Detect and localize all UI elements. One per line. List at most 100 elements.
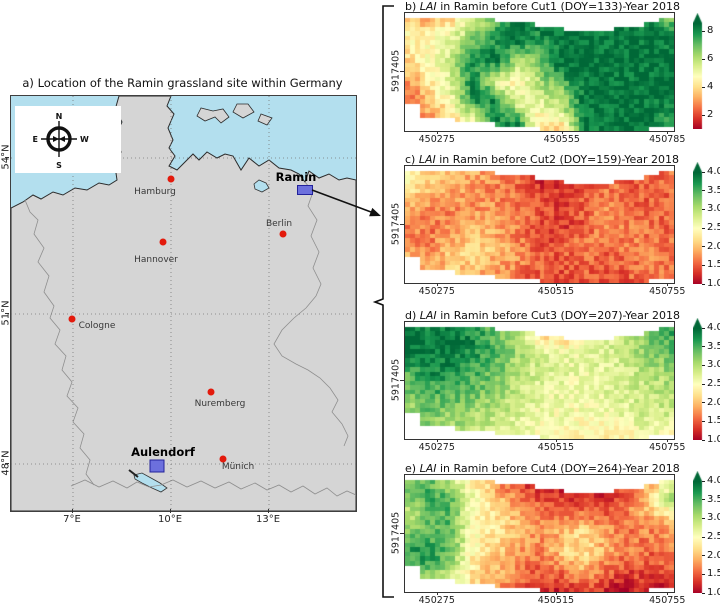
country-borders bbox=[24, 181, 356, 497]
x-tick-mark bbox=[268, 509, 269, 513]
colorbar-tick-mark bbox=[702, 439, 705, 441]
colorbar-tick-label: 3.5 bbox=[707, 184, 720, 196]
colorbar-tick-label: 6 bbox=[707, 53, 714, 65]
heatmap-canvas bbox=[405, 475, 674, 592]
y-tick-mark bbox=[5, 157, 9, 158]
colorbar-tick-mark bbox=[702, 30, 705, 32]
x-tick-mark bbox=[436, 439, 438, 442]
x-tick-mark bbox=[555, 592, 557, 595]
colorbar-tick-label: 2.5 bbox=[707, 531, 720, 542]
panel-title-lai: LAI bbox=[419, 0, 437, 13]
colorbar-tick-mark bbox=[702, 364, 705, 366]
y-tick-mark bbox=[5, 463, 9, 464]
panel-title-lai: LAI bbox=[419, 309, 437, 322]
x-tick-label: 450755 bbox=[649, 286, 686, 297]
city-dot-hannover bbox=[159, 238, 167, 246]
x-tick-label: 10°E bbox=[157, 514, 183, 525]
x-tick-label: 450785 bbox=[649, 134, 686, 145]
x-tick-mark bbox=[555, 283, 557, 286]
heatmap-canvas bbox=[405, 13, 674, 131]
colorbar: 4.0 3.5 3.0 2.5 2.0 1.5 1.0 bbox=[693, 162, 720, 289]
colorbar-tick-mark bbox=[702, 346, 705, 348]
colorbar-canvas bbox=[693, 13, 706, 129]
colorbar-tick-mark bbox=[702, 58, 705, 60]
x-tick-mark bbox=[667, 439, 669, 442]
colorbar-tick-label: 2.0 bbox=[707, 396, 720, 408]
y-tick-mark bbox=[5, 313, 9, 314]
x-tick-mark bbox=[667, 283, 669, 286]
colorbar-tick-label: 8 bbox=[707, 25, 714, 37]
colorbar: 8 6 4 2 bbox=[693, 13, 713, 133]
colorbar-canvas bbox=[693, 471, 706, 593]
panel-title-rest: in Ramin before Cut4 (DOY=264)-Year 2018 bbox=[439, 462, 680, 475]
heatmap-plot bbox=[404, 474, 675, 593]
heatmap-canvas bbox=[405, 166, 674, 283]
panel-title: c) LAI in Ramin before Cut2 (DOY=159)-Ye… bbox=[405, 153, 679, 166]
colorbar-canvas bbox=[693, 162, 706, 284]
graticule bbox=[11, 96, 356, 511]
city-label: Hannover bbox=[134, 255, 178, 265]
city-dot-cologne bbox=[68, 315, 76, 323]
x-tick-mark bbox=[436, 592, 438, 595]
x-tick-label: 450515 bbox=[537, 286, 575, 297]
colorbar-tick-mark bbox=[702, 114, 705, 116]
colorbar-tick-label: 1.0 bbox=[707, 587, 720, 598]
compass-west-label: W bbox=[80, 135, 89, 144]
colorbar-tick-label: 4 bbox=[707, 81, 714, 93]
x-tick-label: 450275 bbox=[418, 286, 455, 297]
germany-map: N S E W Hamburg Hannover Berlin Cologne Nure… bbox=[10, 95, 357, 512]
panel-title-rest: in Ramin before Cut2 (DOY=159)-Year 2018 bbox=[439, 153, 679, 166]
city-dot-hamburg bbox=[167, 175, 175, 183]
site-marker-ramin bbox=[297, 185, 313, 195]
x-tick-label: 450515 bbox=[537, 595, 575, 606]
compass-south-label: S bbox=[56, 161, 62, 170]
colorbar-tick-label: 3.0 bbox=[707, 203, 720, 215]
heatmap-plot bbox=[404, 165, 675, 284]
city-label: Münich bbox=[221, 462, 255, 472]
colorbar-tick-label: 4.0 bbox=[707, 475, 720, 486]
panel-title-prefix: b) bbox=[405, 0, 417, 13]
colorbar-tick-mark bbox=[702, 190, 705, 192]
compass-north-label: N bbox=[56, 112, 63, 121]
colorbar-tick-mark bbox=[702, 171, 705, 173]
x-tick-label: 450555 bbox=[543, 134, 580, 145]
colorbar-tick-mark bbox=[702, 499, 705, 501]
colorbar-tick-label: 1.5 bbox=[707, 415, 720, 427]
y-tick-mark bbox=[400, 533, 404, 534]
x-tick-label: 450275 bbox=[418, 595, 455, 606]
heatmap-canvas bbox=[405, 322, 674, 439]
colorbar-tick-mark bbox=[702, 536, 705, 538]
compass-rose: N S E W bbox=[15, 106, 121, 173]
colorbar-tick-label: 3.5 bbox=[707, 493, 720, 505]
site-label: Ramin bbox=[275, 170, 317, 184]
panel-title: e) LAI in Ramin before Cut4 (DOY=264)-Ye… bbox=[405, 462, 680, 475]
panel-title: d) LAI in Ramin before Cut3 (DOY=207)-Ye… bbox=[405, 309, 680, 322]
city-label: Cologne bbox=[78, 321, 116, 331]
panel-title-lai: LAI bbox=[419, 462, 437, 475]
colorbar-tick-mark bbox=[702, 208, 705, 210]
site-label: Aulendorf bbox=[131, 445, 195, 459]
city-label: Berlin bbox=[265, 219, 293, 229]
colorbar-tick-mark bbox=[702, 480, 705, 482]
colorbar-tick-label: 1.5 bbox=[707, 259, 720, 271]
lake-constance bbox=[133, 472, 168, 493]
map-title: a) Location of the Ramin grassland site … bbox=[22, 76, 343, 90]
colorbar-tick-label: 3.0 bbox=[707, 512, 720, 524]
land-coastline bbox=[11, 96, 356, 511]
x-tick-label: 450755 bbox=[649, 442, 686, 453]
map-drawing: N S E W bbox=[11, 96, 356, 511]
x-tick-label: 450755 bbox=[649, 595, 686, 606]
panel-cut1: b) LAI in Ramin before Cut1 (DOY=133)-Ye… bbox=[385, 0, 720, 152]
colorbar: 4.0 3.5 3.0 2.5 2.0 1.5 1.0 bbox=[693, 318, 720, 445]
colorbar-canvas bbox=[693, 318, 706, 440]
site-marker-aulendorf bbox=[149, 459, 165, 473]
colorbar-tick-label: 3.0 bbox=[707, 359, 720, 371]
colorbar-tick-label: 2 bbox=[707, 109, 714, 121]
x-tick-label: 7°E bbox=[63, 514, 81, 525]
x-tick-mark bbox=[436, 283, 438, 286]
x-tick-mark bbox=[555, 439, 557, 442]
y-tick-mark bbox=[400, 224, 404, 225]
baltic-islands bbox=[196, 103, 273, 126]
x-tick-mark bbox=[170, 509, 171, 513]
